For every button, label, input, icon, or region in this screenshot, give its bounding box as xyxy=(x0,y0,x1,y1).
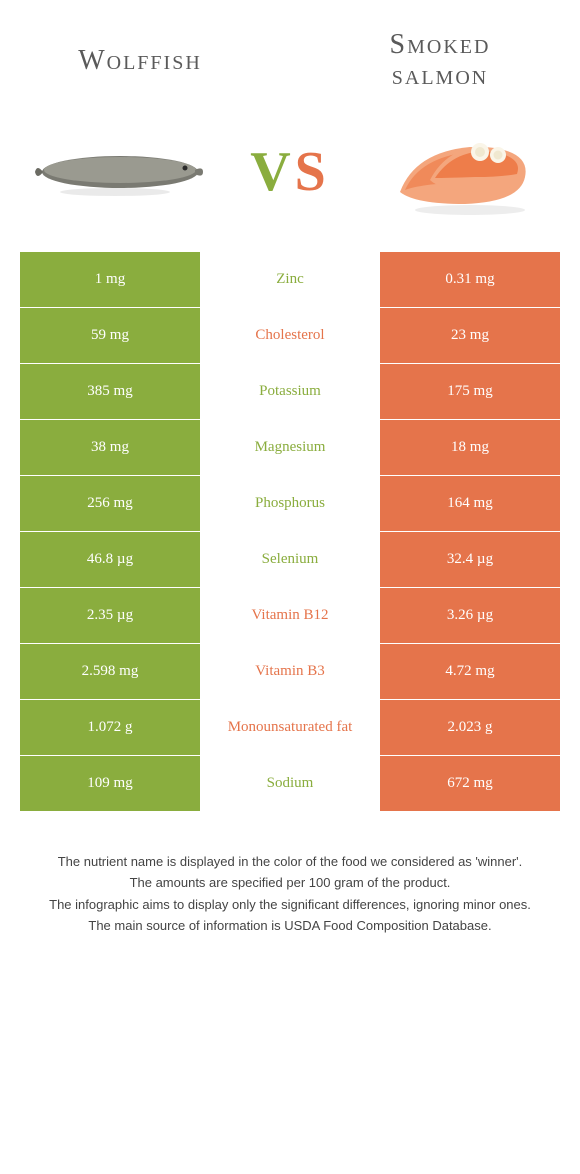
left-value: 385 mg xyxy=(20,364,200,419)
vs-label: VS xyxy=(250,140,330,204)
right-value: 2.023 g xyxy=(380,700,560,755)
left-value: 59 mg xyxy=(20,308,200,363)
left-value: 109 mg xyxy=(20,756,200,811)
table-row: 59 mgCholesterol23 mg xyxy=(20,308,560,364)
left-value: 1.072 g xyxy=(20,700,200,755)
table-row: 109 mgSodium672 mg xyxy=(20,756,560,812)
nutrient-name: Vitamin B3 xyxy=(200,644,380,699)
right-food-title: Smoked salmon xyxy=(340,30,540,92)
left-value: 38 mg xyxy=(20,420,200,475)
header: Wolffish Smoked salmon xyxy=(0,0,580,102)
nutrient-name: Phosphorus xyxy=(200,476,380,531)
left-value: 256 mg xyxy=(20,476,200,531)
table-row: 1.072 gMonounsaturated fat2.023 g xyxy=(20,700,560,756)
nutrient-name: Sodium xyxy=(200,756,380,811)
right-value: 164 mg xyxy=(380,476,560,531)
right-value: 672 mg xyxy=(380,756,560,811)
footnote-line: The amounts are specified per 100 gram o… xyxy=(40,873,540,893)
right-value: 3.26 µg xyxy=(380,588,560,643)
nutrient-name: Selenium xyxy=(200,532,380,587)
table-row: 2.598 mgVitamin B34.72 mg xyxy=(20,644,560,700)
right-value: 175 mg xyxy=(380,364,560,419)
table-row: 256 mgPhosphorus164 mg xyxy=(20,476,560,532)
footnote-line: The main source of information is USDA F… xyxy=(40,916,540,936)
table-row: 46.8 µgSelenium32.4 µg xyxy=(20,532,560,588)
left-value: 2.35 µg xyxy=(20,588,200,643)
image-row: VS xyxy=(0,102,580,252)
nutrient-name: Magnesium xyxy=(200,420,380,475)
nutrient-name: Monounsaturated fat xyxy=(200,700,380,755)
nutrient-name: Cholesterol xyxy=(200,308,380,363)
nutrient-name: Zinc xyxy=(200,252,380,307)
left-value: 46.8 µg xyxy=(20,532,200,587)
nutrient-name: Vitamin B12 xyxy=(200,588,380,643)
table-row: 2.35 µgVitamin B123.26 µg xyxy=(20,588,560,644)
vs-s: S xyxy=(295,141,330,203)
left-value: 2.598 mg xyxy=(20,644,200,699)
salmon-image xyxy=(370,122,550,222)
footnotes: The nutrient name is displayed in the co… xyxy=(0,812,580,936)
table-row: 385 mgPotassium175 mg xyxy=(20,364,560,420)
comparison-table: 1 mgZinc0.31 mg59 mgCholesterol23 mg385 … xyxy=(20,252,560,812)
footnote-line: The infographic aims to display only the… xyxy=(40,895,540,915)
table-row: 1 mgZinc0.31 mg xyxy=(20,252,560,308)
left-value: 1 mg xyxy=(20,252,200,307)
right-value: 32.4 µg xyxy=(380,532,560,587)
footnote-line: The nutrient name is displayed in the co… xyxy=(40,852,540,872)
right-value: 4.72 mg xyxy=(380,644,560,699)
nutrient-name: Potassium xyxy=(200,364,380,419)
right-value: 0.31 mg xyxy=(380,252,560,307)
right-value: 18 mg xyxy=(380,420,560,475)
table-row: 38 mgMagnesium18 mg xyxy=(20,420,560,476)
right-value: 23 mg xyxy=(380,308,560,363)
vs-v: V xyxy=(250,141,294,203)
wolffish-image xyxy=(30,122,210,222)
left-food-title: Wolffish xyxy=(40,45,240,77)
